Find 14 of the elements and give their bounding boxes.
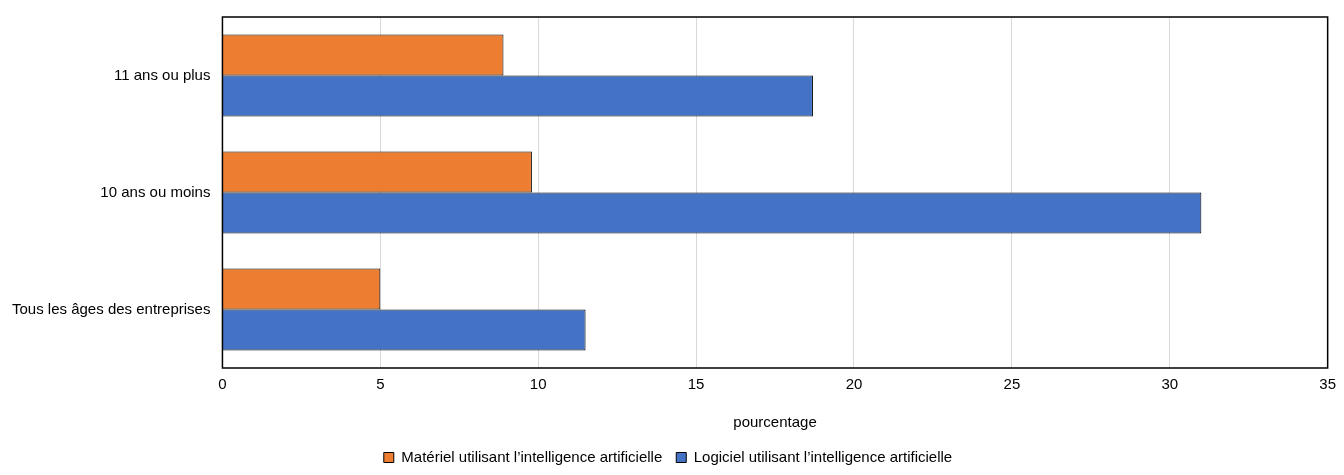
- x-tick-label: 0: [218, 375, 227, 393]
- x-tick-label: 20: [845, 375, 863, 393]
- y-tick-label: 10 ans ou moins: [100, 182, 211, 200]
- y-tick-label: 11 ans ou plus: [113, 65, 211, 83]
- x-tick-label: 35: [1319, 375, 1336, 393]
- x-tick-label: 25: [1003, 375, 1021, 393]
- x-tick-label: 5: [376, 375, 385, 393]
- x-tick-label: 30: [1161, 375, 1179, 393]
- x-tick-label: 10: [529, 375, 547, 393]
- x-axis-title: pourcentage: [733, 413, 817, 431]
- legend-label: Logiciel utilisant l’intelligence artificielle: [693, 447, 953, 465]
- legend-label: Matériel utilisant l’intelligence artificielle: [401, 447, 663, 465]
- x-tick-label: 15: [687, 375, 705, 393]
- y-tick-label: Tous les âges des entreprises: [11, 299, 211, 317]
